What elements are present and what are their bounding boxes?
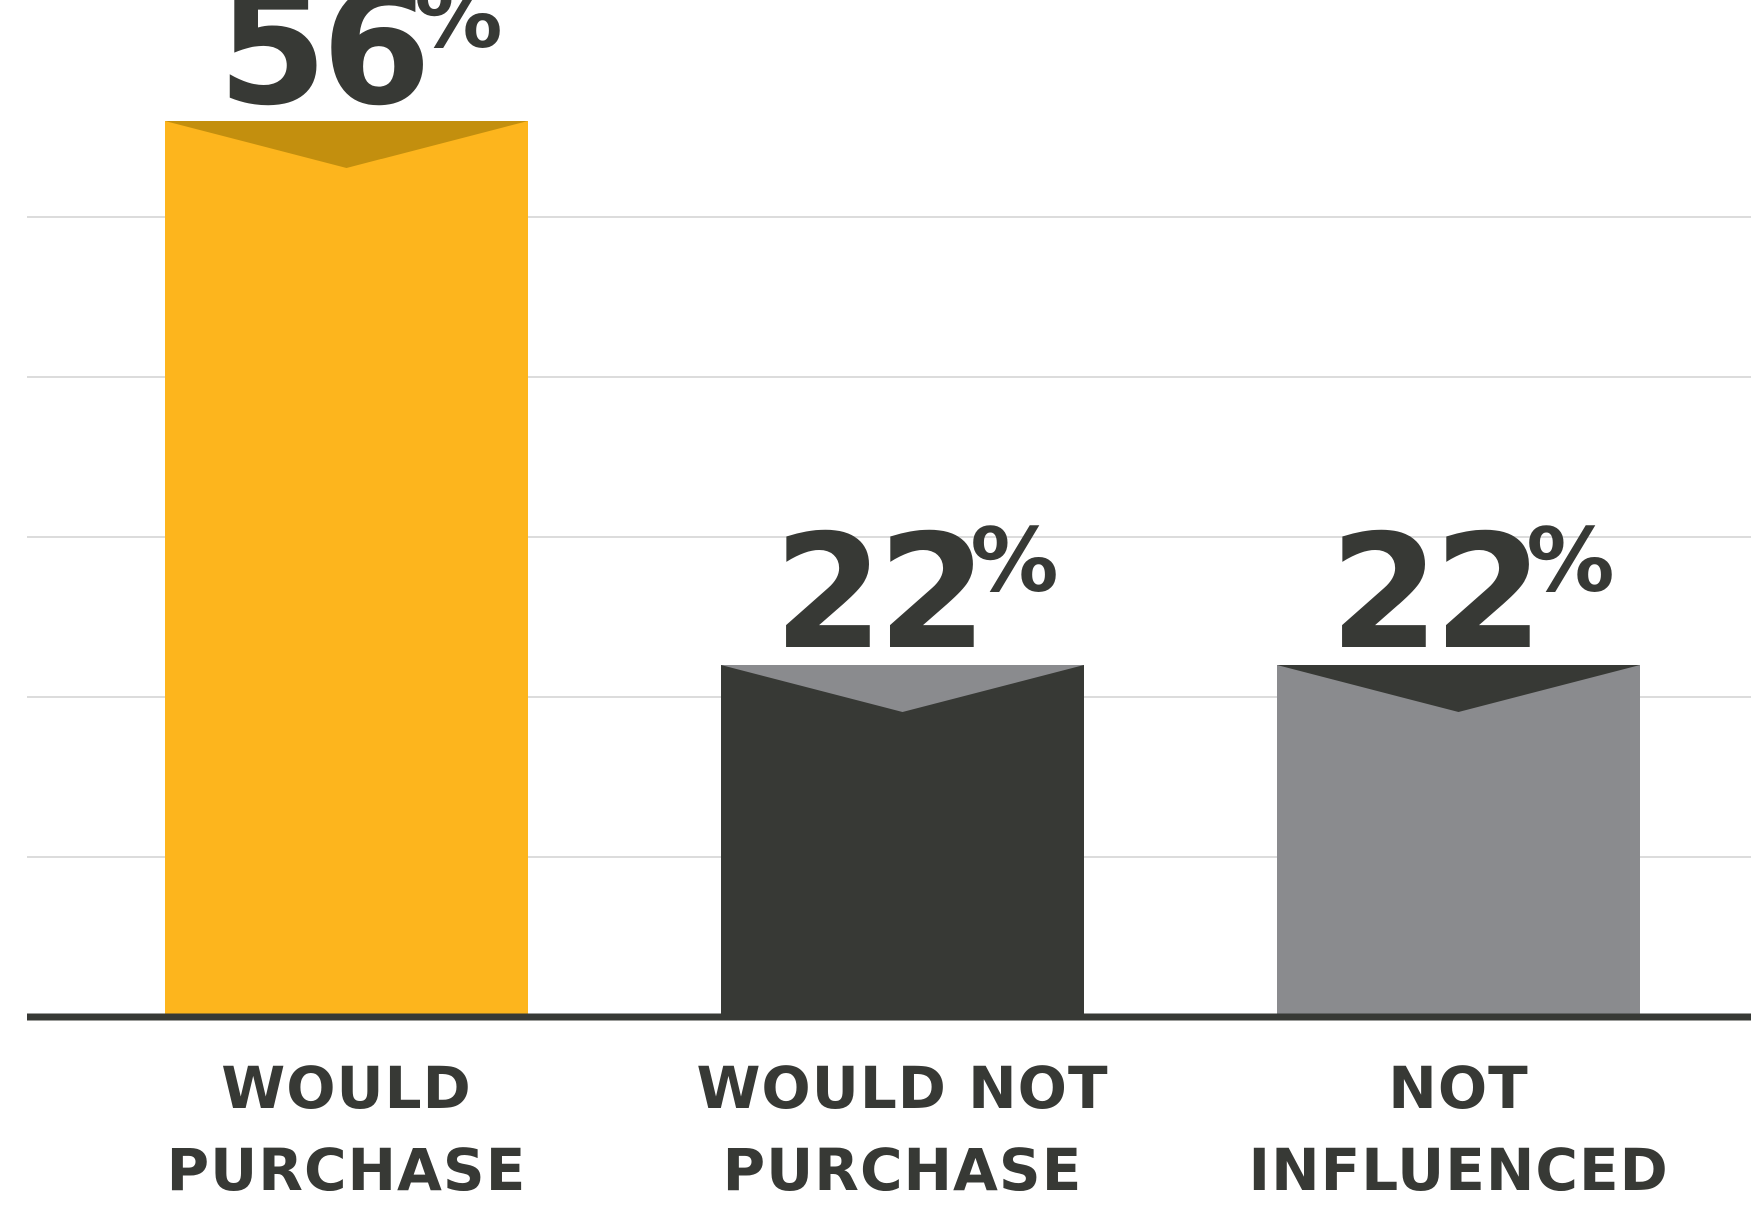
value-label-1: 56 [218,0,426,141]
category-label-line: WOULD NOT [696,1054,1109,1122]
bar-1-notch [165,121,528,168]
category-label-line: NOT [1388,1054,1529,1122]
category-label-line: INFLUENCED [1248,1136,1669,1204]
category-label-3: NOT INFLUENCED [1249,1047,1669,1211]
bar-2 [721,665,1084,1017]
bar-1 [165,121,528,1017]
percent-sign-3: % [1526,509,1614,612]
percent-sign-1: % [414,0,502,68]
bar-3-notch [1277,665,1640,712]
value-label-2: 22 [774,501,982,685]
category-label-line: PURCHASE [166,1136,527,1204]
category-label-line: WOULD [221,1054,472,1122]
category-label-2: WOULD NOT PURCHASE [693,1047,1113,1211]
category-label-1: WOULD PURCHASE [137,1047,557,1211]
bar-2-notch [721,665,1084,712]
percent-sign-2: % [970,509,1058,612]
category-label-line: PURCHASE [722,1136,1083,1204]
bar-3 [1277,665,1640,1017]
value-label-3: 22 [1330,501,1538,685]
